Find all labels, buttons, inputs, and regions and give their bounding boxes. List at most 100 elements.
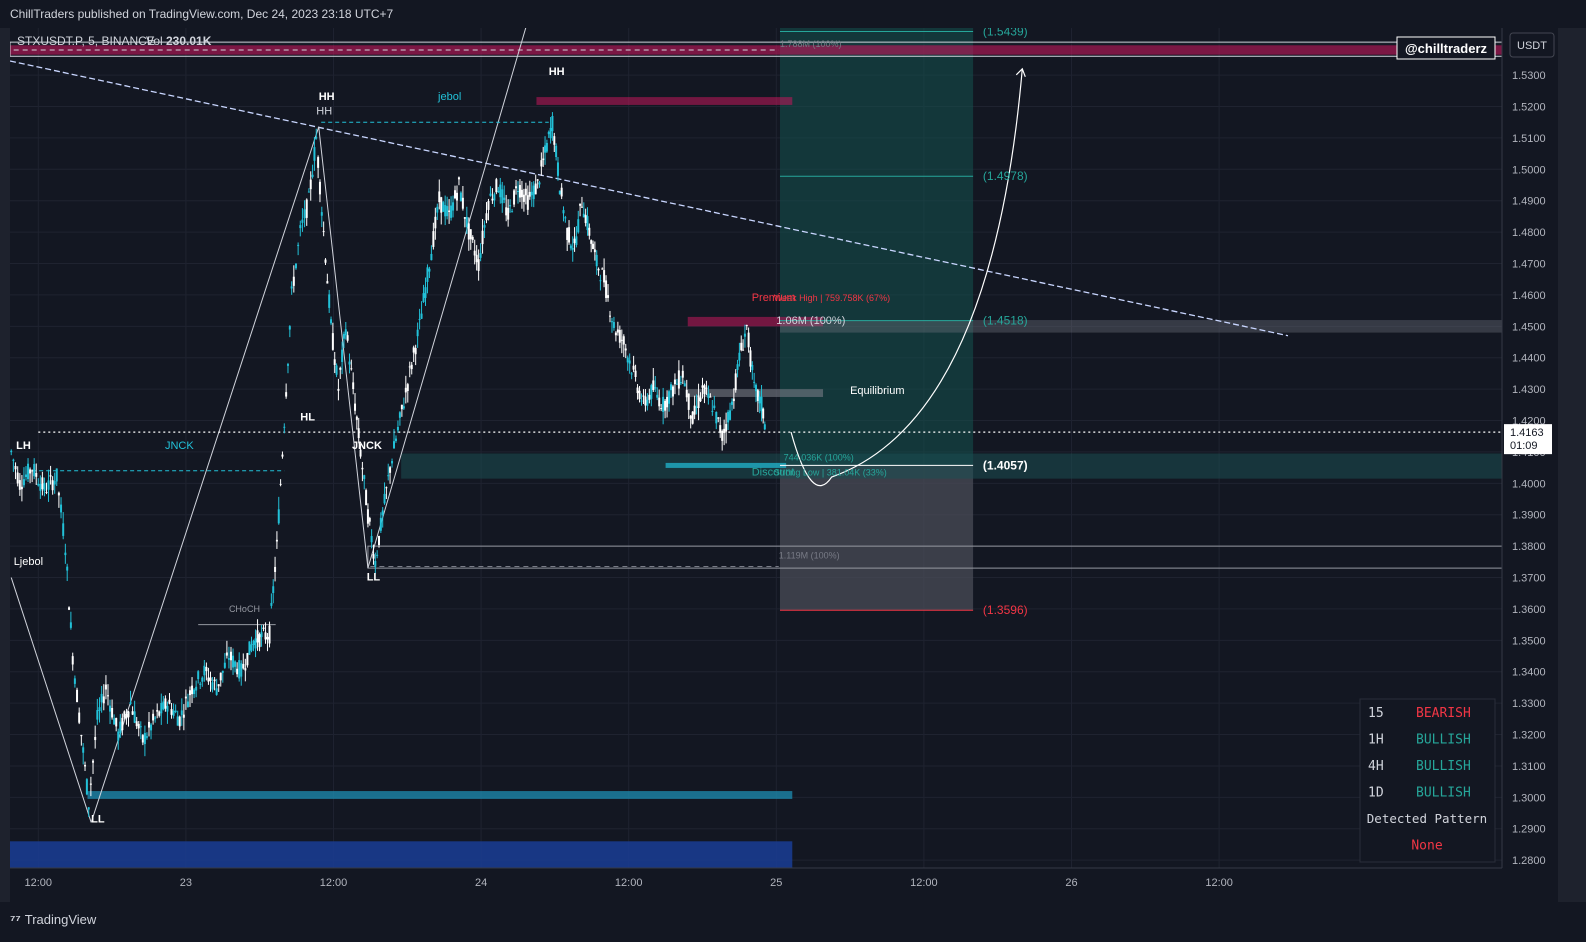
candle-body bbox=[355, 416, 358, 420]
position-level-label: (1.3596) bbox=[983, 603, 1028, 617]
candle-body bbox=[96, 710, 99, 720]
trend-bias: BEARISH bbox=[1416, 706, 1471, 721]
demand-zone bbox=[401, 453, 1503, 479]
publisher-bar: ChillTraders published on TradingView.co… bbox=[0, 0, 1586, 28]
candle-body bbox=[294, 263, 297, 269]
price-tick-label: 1.2900 bbox=[1512, 824, 1546, 836]
candle-body bbox=[37, 483, 40, 486]
candle-body bbox=[290, 286, 293, 289]
candle-body bbox=[89, 783, 92, 785]
candle-body bbox=[534, 183, 537, 195]
candle-body bbox=[318, 181, 321, 195]
candle-body bbox=[749, 350, 752, 367]
price-tick-label: 1.5000 bbox=[1512, 164, 1546, 176]
candle-body bbox=[499, 184, 502, 198]
candle-body bbox=[664, 400, 667, 411]
candle-body bbox=[650, 385, 653, 399]
price-candles bbox=[10, 112, 766, 818]
candle-body bbox=[272, 586, 275, 594]
candle-body bbox=[244, 668, 247, 671]
candle-body bbox=[477, 259, 480, 271]
candle-body bbox=[438, 191, 441, 203]
currency-button[interactable] bbox=[1509, 32, 1555, 58]
candle-body bbox=[562, 210, 565, 214]
candle-body bbox=[288, 326, 291, 330]
candle-body bbox=[515, 186, 518, 189]
candle-body bbox=[188, 690, 191, 696]
candle-body bbox=[483, 225, 486, 228]
candle-body bbox=[379, 517, 382, 531]
candle-body bbox=[346, 335, 349, 341]
candle-body bbox=[452, 202, 455, 211]
descending-trendline bbox=[10, 60, 1289, 337]
candle-body bbox=[12, 459, 15, 461]
candle-body bbox=[51, 480, 54, 491]
candle-body bbox=[481, 230, 484, 245]
trend-bias: BULLISH bbox=[1416, 733, 1471, 748]
candle-body bbox=[630, 373, 633, 375]
candle-body bbox=[566, 228, 569, 240]
candle-body bbox=[98, 707, 101, 712]
candle-body bbox=[475, 254, 478, 263]
position-level-label: (1.4057) bbox=[983, 458, 1028, 472]
candle-body bbox=[607, 295, 610, 298]
symbol-label[interactable]: STXUSDT.P, 5, BINANCE bbox=[17, 34, 155, 48]
candle-body bbox=[62, 523, 65, 536]
candle-body bbox=[709, 396, 712, 398]
candle-body bbox=[644, 396, 647, 406]
candle-body bbox=[440, 197, 443, 213]
candle-body bbox=[420, 313, 423, 319]
structure-label: Strong Low | 381.04K (33%) bbox=[774, 467, 887, 477]
candle-body bbox=[313, 147, 316, 161]
candle-body bbox=[322, 231, 325, 233]
pattern-value: None bbox=[1411, 839, 1442, 854]
candle-body bbox=[262, 627, 265, 629]
candle-body bbox=[84, 764, 87, 767]
candle-body bbox=[681, 370, 684, 378]
candle-body bbox=[307, 191, 310, 193]
tradingview-logo[interactable]: ⁷⁷ TradingView bbox=[10, 912, 96, 927]
structure-label: HL bbox=[300, 412, 315, 424]
candle-body bbox=[372, 554, 375, 559]
price-tick-label: 1.4400 bbox=[1512, 353, 1546, 365]
price-tick-label: 1.3400 bbox=[1512, 667, 1546, 679]
candle-body bbox=[634, 370, 637, 378]
candle-body bbox=[656, 394, 659, 398]
price-tick-label: 1.3300 bbox=[1512, 698, 1546, 710]
candle-body bbox=[258, 634, 261, 648]
structure-label: Ljebol bbox=[14, 556, 43, 568]
candle-body bbox=[398, 412, 401, 418]
price-tick-label: 1.3700 bbox=[1512, 573, 1546, 585]
candle-body bbox=[158, 711, 161, 716]
candle-body bbox=[491, 198, 494, 201]
candle-body bbox=[246, 653, 249, 666]
candle-body bbox=[524, 188, 527, 196]
candle-body bbox=[123, 711, 126, 718]
candle-body bbox=[309, 179, 312, 190]
candle-body bbox=[691, 411, 694, 424]
candle-body bbox=[354, 403, 357, 411]
candle-body bbox=[223, 662, 226, 668]
candle-body bbox=[503, 197, 506, 200]
candle-body bbox=[301, 219, 304, 223]
position-level-label: (1.4978) bbox=[983, 169, 1028, 183]
candle-body bbox=[113, 718, 116, 725]
candle-body bbox=[49, 475, 52, 477]
candle-body bbox=[365, 490, 368, 506]
candle-body bbox=[274, 566, 277, 572]
candle-body bbox=[311, 174, 314, 177]
candle-body bbox=[762, 408, 765, 419]
candle-body bbox=[727, 411, 730, 423]
candle-body bbox=[595, 254, 598, 267]
candle-body bbox=[195, 686, 198, 691]
candle-body bbox=[584, 214, 587, 224]
candle-body bbox=[473, 250, 476, 256]
strong-low-box bbox=[665, 462, 787, 468]
trend-timeframe: 15 bbox=[1368, 706, 1384, 721]
candle-body bbox=[636, 387, 639, 394]
candle-body bbox=[69, 622, 72, 628]
candle-body bbox=[513, 190, 516, 205]
price-tick-label: 1.4300 bbox=[1512, 384, 1546, 396]
candle-body bbox=[569, 245, 572, 249]
price-chart[interactable]: (1.5439) (1.4978) (1.4518) (1.4057) (1.3596)… bbox=[10, 28, 1558, 902]
